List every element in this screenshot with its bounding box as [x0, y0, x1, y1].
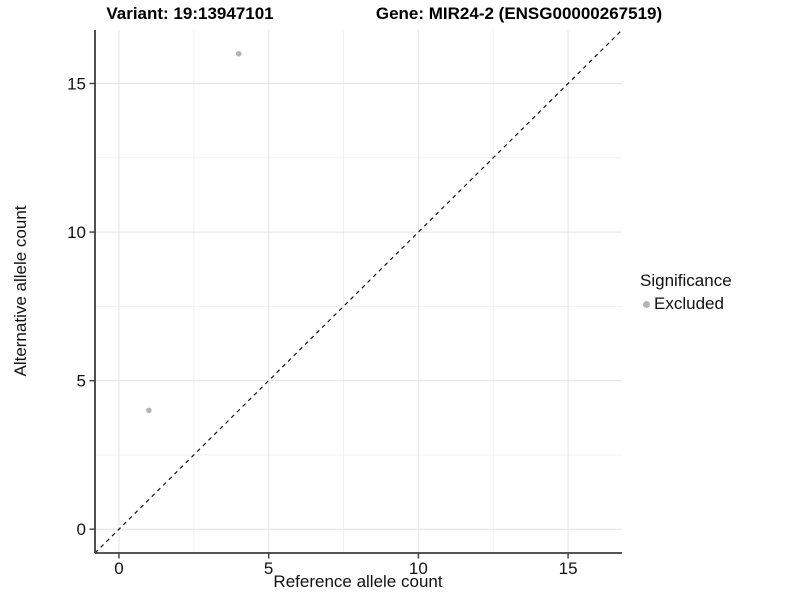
- svg-text:0: 0: [77, 520, 86, 539]
- points-layer: [146, 50, 242, 414]
- y-axis-title: Alternative allele count: [11, 205, 30, 377]
- grid-minor-layer: [95, 30, 622, 553]
- svg-text:10: 10: [67, 223, 86, 242]
- legend-item-label: Excluded: [654, 294, 724, 313]
- svg-text:15: 15: [559, 559, 578, 578]
- grid-major-layer: [95, 30, 622, 553]
- svg-text:5: 5: [77, 372, 86, 391]
- excluded-point-icon: [643, 300, 650, 308]
- svg-text:15: 15: [67, 74, 86, 93]
- legend-title: Significance: [640, 271, 732, 290]
- plot-title-variant: Variant: 19:13947101: [106, 4, 274, 23]
- tick-label-layer: 0 5 10 15 0 5 10 15: [67, 74, 577, 578]
- legend: Significance Excluded: [640, 271, 732, 314]
- svg-text:5: 5: [264, 559, 273, 578]
- identity-line-layer: [94, 29, 623, 554]
- svg-text:10: 10: [409, 559, 428, 578]
- plot-title-gene: Gene: MIR24-2 (ENSG00000267519): [375, 4, 663, 23]
- svg-text:0: 0: [114, 559, 123, 578]
- legend-item-excluded: Excluded: [640, 294, 732, 314]
- axis-layer: [89, 30, 622, 559]
- x-axis-title: Reference allele count: [273, 572, 443, 591]
